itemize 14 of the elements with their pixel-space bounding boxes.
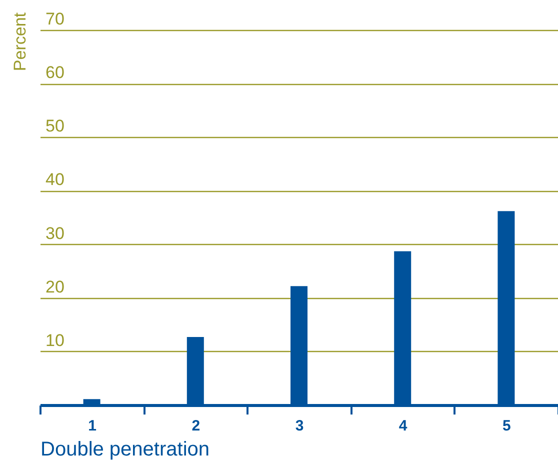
x-tick-label: 4 [398,418,408,434]
x-tick-label: 5 [502,418,511,434]
x-tick-label: 1 [88,418,96,434]
y-tick-label: 20 [46,277,64,296]
x-tick-label: 2 [192,418,200,434]
y-tick-label: 10 [46,330,64,350]
y-tick-label: 40 [46,170,64,190]
y-tick-label: 60 [46,63,64,82]
x-axis-title: Double penetration [40,438,210,460]
y-tick-label: 50 [46,116,64,136]
y-tick-label: 70 [46,10,64,28]
y-axis-title: Percent [10,12,30,72]
x-tick-label: 3 [295,418,304,434]
y-tick-label: 30 [46,224,64,243]
